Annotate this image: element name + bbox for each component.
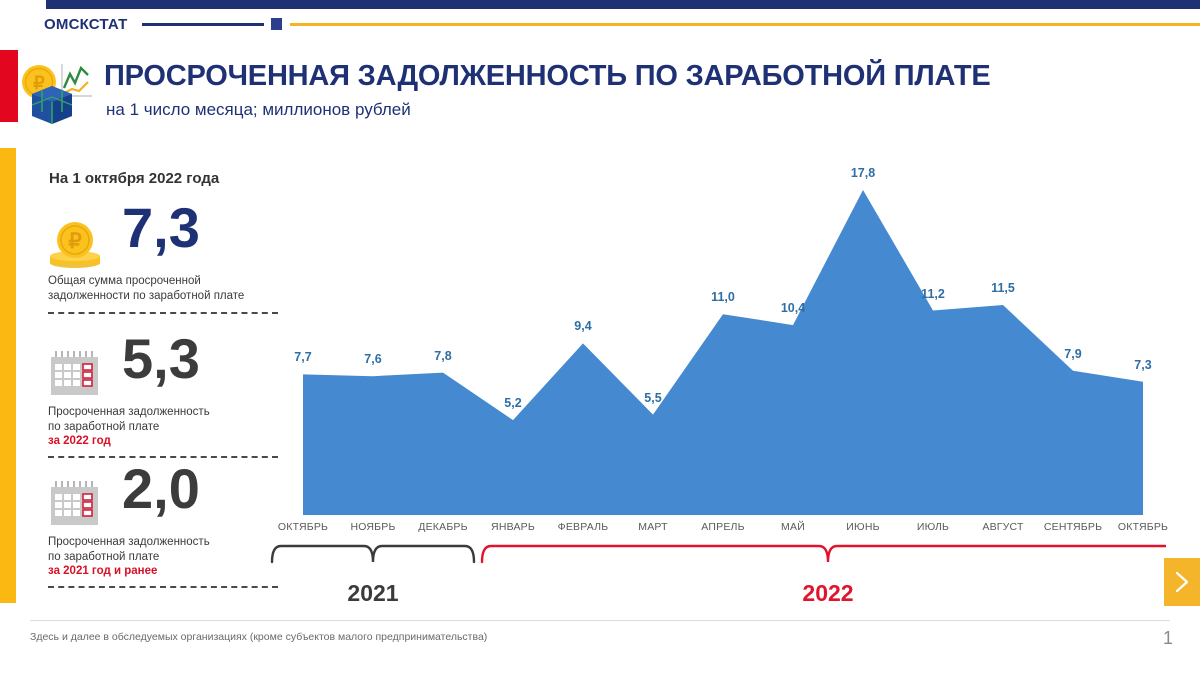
- footer-divider: [30, 620, 1170, 621]
- stat-caption-line1: Просроченная задолженность: [48, 536, 210, 548]
- stat-caption-2022: Просроченная задолженность по заработной…: [48, 405, 276, 449]
- stat-caption-line1: Общая сумма просроченной: [48, 275, 201, 287]
- chart-x-label: ОКТЯБРЬ: [1117, 521, 1169, 533]
- stat-value-2022: 5,3: [122, 327, 200, 390]
- brand-rule-yellow: [290, 23, 1200, 26]
- stat-divider: [48, 586, 278, 588]
- chart-x-label: НОЯБРЬ: [350, 521, 396, 533]
- stat-value-total: 7,3: [122, 196, 200, 259]
- brand-rule-navy: [142, 23, 264, 26]
- stat-divider: [48, 456, 278, 458]
- stats-heading: На 1 октября 2022 года: [49, 170, 220, 187]
- calendar-icon: [46, 349, 104, 403]
- chart-x-label: МАРТ: [638, 521, 668, 533]
- year-group-label: 2022: [802, 580, 854, 606]
- chart-x-axis-labels: ОКТЯБРЬ НОЯБРЬ ДЕКАБРЬ ЯНВАРЬ ФЕВРАЛЬ МАРТ АПР…: [266, 521, 1169, 537]
- chart-x-label: ФЕВРАЛЬ: [557, 521, 609, 533]
- stat-caption-line2: по заработной плате: [48, 550, 160, 563]
- page-subtitle: на 1 число месяца; миллионов рублей: [106, 100, 411, 119]
- chart-x-label: ЯНВАРЬ: [491, 521, 535, 533]
- year-group-label: 2021: [347, 580, 399, 606]
- stat-caption-line1: Просроченная задолженность: [48, 406, 210, 418]
- stat-value-2021: 2,0: [122, 457, 200, 520]
- stat-divider: [48, 312, 278, 314]
- footnote-text: Здесь и далее в обследуемых организациях…: [30, 631, 488, 643]
- calendar-icon: [46, 479, 104, 533]
- page-number: 1: [1163, 628, 1174, 648]
- line-chart-icon: [61, 64, 92, 97]
- stat-caption-line2: задолженности по заработной плате: [48, 289, 245, 302]
- stat-caption-highlight: за 2022 год: [48, 435, 111, 448]
- stat-caption-total: Общая сумма просроченной задолженности п…: [48, 274, 276, 303]
- svg-text:₽: ₽: [68, 229, 82, 253]
- year-group-brackets: [266, 540, 1176, 580]
- stat-caption-highlight: за 2021 год и ранее: [48, 565, 158, 578]
- stats-panel: На 1 октября 2022 года ₽ 7,3 Общая сумма…: [16, 150, 278, 600]
- chart-x-label: АПРЕЛЬ: [701, 521, 745, 533]
- brand-square-marker: [271, 18, 282, 30]
- chart-x-label: МАЙ: [781, 521, 805, 533]
- stat-caption-2021: Просроченная задолженность по заработной…: [48, 535, 276, 579]
- chart-x-label: ИЮНЬ: [846, 521, 880, 533]
- chart-x-label: СЕНТЯБРЬ: [1043, 521, 1103, 533]
- stat-caption-line2: по заработной плате: [48, 420, 160, 433]
- svg-text:₽: ₽: [33, 73, 45, 93]
- chart-x-label: ОКТЯБРЬ: [277, 521, 329, 533]
- edge-accent-yellow: [0, 148, 16, 603]
- title-icon-group: ₽: [18, 58, 98, 128]
- page-title: ПРОСРОЧЕННАЯ ЗАДОЛЖЕННОСТЬ ПО ЗАРАБОТНОЙ…: [104, 60, 991, 92]
- edge-accent-red: [0, 50, 18, 122]
- chart-x-label: ДЕКАБРЬ: [418, 521, 468, 533]
- brand-logo-text: ОМСКСТАТ: [44, 16, 128, 33]
- chart-x-label: АВГУСТ: [982, 521, 1024, 533]
- ruble-coin-icon: ₽: [46, 218, 104, 272]
- chart-canvas: [303, 190, 1143, 515]
- next-slide-button[interactable]: [1164, 558, 1200, 606]
- top-navy-bar: [46, 0, 1200, 9]
- chart-area-series: [303, 190, 1143, 515]
- year-bracket: [480, 544, 1176, 564]
- year-bracket: [270, 544, 476, 564]
- chart-x-label: ИЮЛЬ: [916, 521, 950, 533]
- cube-icon: [31, 86, 73, 124]
- area-chart: [266, 150, 1166, 530]
- chevron-right-icon: [1175, 571, 1189, 593]
